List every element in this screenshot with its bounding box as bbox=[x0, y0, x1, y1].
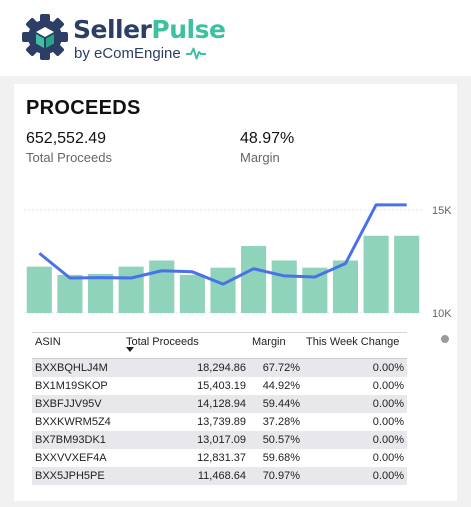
cell-this-week-change: 0.00% bbox=[303, 358, 407, 377]
asin-table-container: ASIN Total Proceeds Margin This Week Cha… bbox=[32, 332, 407, 485]
y-tick-label: 15K bbox=[432, 205, 452, 217]
margin-label: Margin bbox=[240, 150, 280, 165]
brand-name: SellerPulse bbox=[73, 15, 226, 44]
cell-total-proceeds: 14,128.94 bbox=[123, 395, 249, 413]
column-header-total-proceeds[interactable]: Total Proceeds bbox=[123, 332, 249, 359]
chart-bar bbox=[179, 274, 205, 313]
table-row[interactable]: BXXVVXEF4A 12,831.37 59.68% 0.00% bbox=[32, 449, 407, 467]
table-row[interactable]: BXX5JPH5PE 11,468.64 70.97% 0.00% bbox=[32, 467, 407, 485]
column-header-this-week-change[interactable]: This Week Change bbox=[303, 332, 407, 359]
cell-asin: BXBFJJV95V bbox=[32, 395, 123, 413]
y-tick-label: 10K bbox=[432, 308, 452, 320]
brand-header: SellerPulse by eComEngine bbox=[0, 0, 471, 76]
cell-total-proceeds: 11,468.64 bbox=[123, 467, 249, 485]
cell-margin: 59.44% bbox=[249, 395, 303, 413]
cell-margin: 44.92% bbox=[249, 377, 303, 395]
cell-total-proceeds: 18,294.86 bbox=[123, 358, 249, 377]
table-row[interactable]: BX1M19SKOP 15,403.19 44.92% 0.00% bbox=[32, 377, 407, 395]
chart-bar bbox=[271, 260, 297, 313]
cell-total-proceeds: 15,403.19 bbox=[123, 377, 249, 395]
chart-bar bbox=[394, 235, 420, 313]
cell-this-week-change: 0.00% bbox=[303, 431, 407, 449]
cell-margin: 67.72% bbox=[249, 358, 303, 377]
cell-asin: BXX5JPH5PE bbox=[32, 467, 123, 485]
brand-name-seller: Seller bbox=[73, 15, 152, 44]
table-row[interactable]: BX7BM93DK1 13,017.09 50.57% 0.00% bbox=[32, 431, 407, 449]
cell-this-week-change: 0.00% bbox=[303, 395, 407, 413]
chart-bar bbox=[332, 260, 359, 313]
asin-table: ASIN Total Proceeds Margin This Week Cha… bbox=[32, 332, 407, 485]
chart-bar bbox=[210, 267, 236, 313]
cell-asin: BXXVVXEF4A bbox=[32, 449, 123, 467]
cell-total-proceeds: 13,739.89 bbox=[123, 413, 249, 431]
scrollbar-thumb[interactable] bbox=[441, 335, 449, 343]
cell-asin: BXXKWRM5Z4 bbox=[32, 413, 123, 431]
proceeds-chart: 15K 10K bbox=[24, 203, 452, 320]
chart-bar bbox=[241, 246, 267, 313]
chart-line bbox=[38, 203, 407, 286]
total-proceeds-label: Total Proceeds bbox=[26, 150, 112, 165]
table-row[interactable]: BXXKWRM5Z4 13,739.89 37.28% 0.00% bbox=[32, 413, 407, 431]
table-row[interactable]: BXXBQHLJ4M 18,294.86 67.72% 0.00% bbox=[32, 358, 407, 377]
cell-margin: 50.57% bbox=[249, 431, 303, 449]
margin-value: 48.97% bbox=[240, 130, 295, 147]
chart-bar bbox=[57, 274, 83, 313]
chart-bar bbox=[26, 266, 52, 313]
column-header-asin[interactable]: ASIN bbox=[32, 332, 123, 359]
cell-total-proceeds: 13,017.09 bbox=[123, 431, 249, 449]
sellerpulse-logo-icon bbox=[22, 14, 68, 60]
cell-this-week-change: 0.00% bbox=[303, 449, 407, 467]
cell-margin: 59.68% bbox=[249, 449, 303, 467]
proceeds-card: PROCEEDS 652,552.49 Total Proceeds 48.97… bbox=[14, 84, 457, 501]
chart-bar bbox=[149, 260, 175, 313]
chart-bar bbox=[118, 266, 144, 313]
column-header-margin[interactable]: Margin bbox=[249, 332, 303, 359]
cell-asin: BX1M19SKOP bbox=[32, 377, 123, 395]
cell-total-proceeds: 12,831.37 bbox=[123, 449, 249, 467]
chart-bar bbox=[87, 273, 114, 313]
card-title: PROCEEDS bbox=[26, 97, 141, 119]
cell-this-week-change: 0.00% bbox=[303, 377, 407, 395]
cell-margin: 37.28% bbox=[249, 413, 303, 431]
cell-margin: 70.97% bbox=[249, 467, 303, 485]
cell-asin: BXXBQHLJ4M bbox=[32, 358, 123, 377]
total-proceeds-value: 652,552.49 bbox=[26, 130, 107, 147]
brand-subtitle: by eComEngine bbox=[74, 45, 181, 62]
table-header-row: ASIN Total Proceeds Margin This Week Cha… bbox=[32, 332, 407, 359]
cell-asin: BX7BM93DK1 bbox=[32, 431, 123, 449]
chart-bar bbox=[363, 235, 389, 313]
brand-name-pulse: Pulse bbox=[151, 15, 226, 44]
pulse-wave-icon bbox=[186, 47, 206, 60]
cell-this-week-change: 0.00% bbox=[303, 413, 407, 431]
table-row[interactable]: BXBFJJV95V 14,128.94 59.44% 0.00% bbox=[32, 395, 407, 413]
cell-this-week-change: 0.00% bbox=[303, 467, 407, 485]
sort-descending-icon bbox=[126, 347, 134, 352]
column-header-total-proceeds-label: Total Proceeds bbox=[126, 336, 199, 348]
